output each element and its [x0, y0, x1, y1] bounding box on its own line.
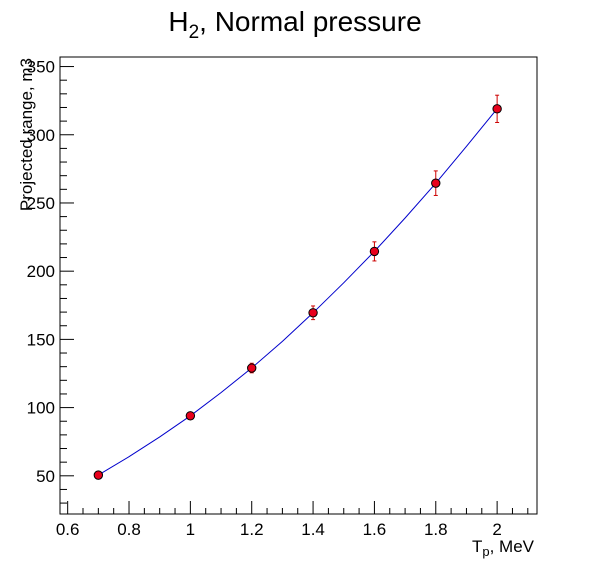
x-axis-title: Tp, MeV	[472, 537, 535, 559]
y-tick-label: 50	[36, 467, 55, 486]
fit-curve-group	[98, 108, 498, 476]
x-tick-label: 1	[186, 520, 195, 539]
y-tick-label: 150	[27, 330, 55, 349]
x-tick-label: 1.8	[424, 520, 448, 539]
data-point	[93, 470, 104, 480]
data-point	[185, 411, 196, 421]
x-tick-label: 1.6	[363, 520, 387, 539]
y-tick-label: 350	[27, 58, 55, 77]
chart-title-subscript: 2	[189, 22, 200, 43]
plot-frame	[59, 56, 538, 515]
y-axis: 50 100 150 200 250 300 350	[27, 58, 74, 504]
y-tick-label: 200	[27, 262, 55, 281]
data-point	[308, 308, 318, 318]
x-axis-title-main: T	[472, 537, 482, 556]
data-point	[492, 104, 502, 114]
data-point	[431, 178, 441, 188]
chart-title-main: H	[168, 6, 188, 37]
x-tick-label: 1.4	[301, 520, 325, 539]
chart-title: H2, Normal pressure	[168, 6, 421, 43]
x-tick-label: 1.2	[240, 520, 264, 539]
x-tick-label: 0.8	[117, 520, 141, 539]
x-tick-label: 0.6	[56, 520, 80, 539]
x-axis: 0.6 0.8 1 1.2 1.4 1.6 1.8 2	[56, 501, 529, 539]
data-point	[369, 246, 380, 257]
chart-title-rest: , Normal pressure	[199, 6, 422, 37]
y-tick-label: 300	[27, 126, 55, 145]
y-axis-title: Projected range, m3	[17, 58, 36, 211]
y-tick-label: 100	[27, 399, 55, 418]
data-point	[247, 363, 257, 373]
y-tick-label: 250	[27, 194, 55, 213]
fit-curve-line	[98, 108, 498, 476]
x-axis-title-subscript: p	[482, 544, 489, 559]
data-points-group	[93, 94, 502, 480]
x-tick-label: 2	[492, 520, 501, 539]
x-axis-title-rest: , MeV	[490, 537, 535, 556]
